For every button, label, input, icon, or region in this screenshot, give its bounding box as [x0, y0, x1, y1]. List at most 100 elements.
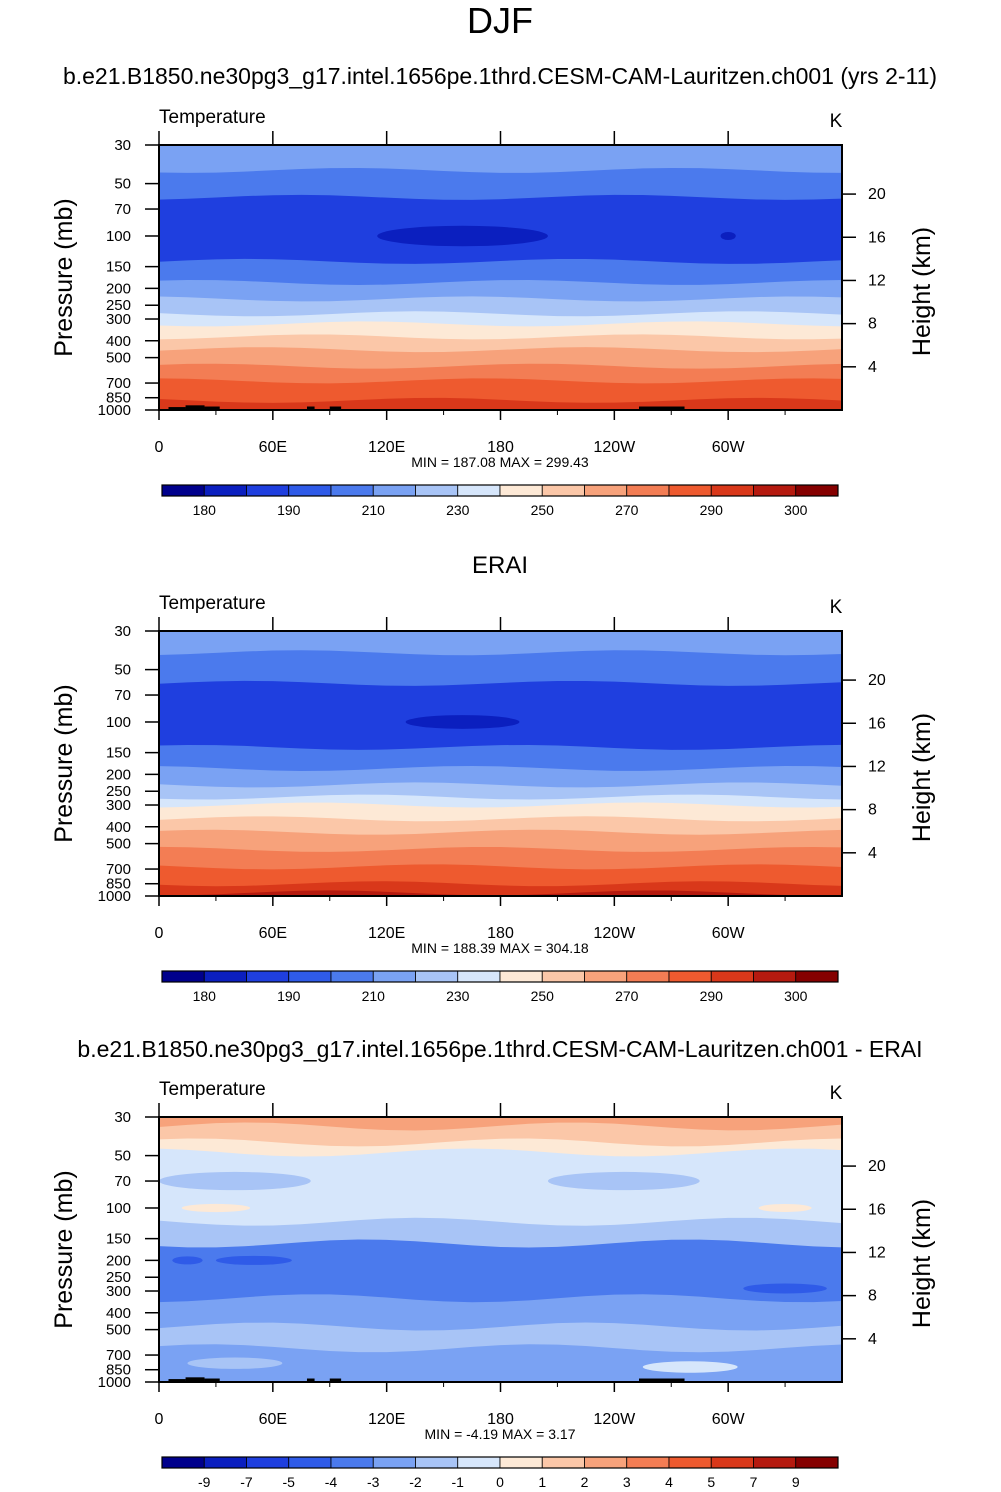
chart-panel-1: b.e21.B1850.ne30pg3_g17.intel.1656pe.1th… — [50, 63, 937, 518]
x-tick-label: 120E — [368, 439, 405, 456]
contour-band — [159, 1294, 842, 1332]
terrain-block — [329, 1378, 342, 1382]
y-tick-label: 30 — [114, 623, 131, 640]
left-label: Temperature — [159, 1079, 266, 1100]
colorbar-swatch — [499, 484, 543, 497]
contour-band — [159, 167, 842, 201]
y-tick-label: 500 — [106, 350, 131, 367]
colorbar-label: -3 — [367, 1474, 380, 1490]
x-tick-label: 0 — [155, 925, 164, 942]
contour-band — [159, 1148, 842, 1227]
colorbar-swatch — [753, 1456, 797, 1469]
terrain-block — [204, 406, 220, 410]
contour-blob — [172, 1256, 203, 1265]
contour-band — [159, 1344, 842, 1382]
colorbar-swatch — [668, 970, 712, 983]
contour-band — [159, 1122, 842, 1148]
y2-tick-label: 12 — [868, 272, 886, 289]
y2-tick-label: 16 — [868, 229, 886, 246]
contour-blob — [758, 1203, 812, 1212]
y2-tick-label: 20 — [868, 186, 886, 203]
y-tick-label: 400 — [106, 1305, 131, 1322]
colorbar-label: 300 — [784, 988, 808, 1004]
contour-band — [159, 680, 842, 751]
contour-band — [159, 816, 842, 836]
contour-band — [159, 1239, 842, 1304]
contour-blob — [181, 1203, 251, 1213]
x-tick-label: 180 — [487, 925, 514, 942]
y-tick-label: 500 — [106, 836, 131, 853]
y-tick-label: 850 — [106, 390, 131, 407]
units-label: K — [830, 1083, 843, 1104]
colorbar-swatch — [330, 970, 374, 983]
colorbar-swatch — [626, 1456, 670, 1469]
contour-blob — [405, 715, 520, 729]
contour-band — [159, 279, 842, 303]
y-tick-label: 50 — [114, 1148, 131, 1165]
colorbar-label: 300 — [784, 502, 808, 518]
y-tick-label: 700 — [106, 1347, 131, 1364]
colorbar-swatch — [415, 970, 459, 983]
colorbar-swatch — [372, 1456, 416, 1469]
y-tick-label: 50 — [114, 176, 131, 193]
terrain-block — [638, 1378, 685, 1382]
y-tick-label: 400 — [106, 333, 131, 350]
terrain-block — [306, 406, 315, 410]
y2-tick-label: 12 — [868, 758, 886, 775]
colorbar-label: -9 — [198, 1474, 211, 1490]
colorbar-label: 270 — [615, 988, 639, 1004]
terrain-block — [204, 1378, 220, 1382]
x-tick-label: 60W — [712, 1411, 746, 1428]
contour-blob — [642, 1361, 738, 1373]
y-tick-label: 200 — [106, 1252, 131, 1269]
colorbar-swatch — [499, 970, 543, 983]
terrain-block — [638, 406, 685, 410]
y-axis-label: Pressure (mb) — [50, 684, 78, 842]
y2-tick-label: 12 — [868, 1244, 886, 1261]
y-tick-label: 50 — [114, 662, 131, 679]
contour-band — [159, 1138, 842, 1158]
colorbar-label: 290 — [700, 502, 724, 518]
terrain-block — [185, 1377, 205, 1382]
colorbar-swatch — [415, 1456, 459, 1469]
colorbar-swatch — [584, 970, 628, 983]
contour-band — [159, 363, 842, 385]
y-tick-label: 200 — [106, 766, 131, 783]
contour-band — [159, 802, 842, 823]
colorbar-label: 0 — [496, 1474, 504, 1490]
contour-band — [159, 744, 842, 772]
colorbar-swatch — [795, 970, 839, 983]
colorbar-swatch — [415, 484, 459, 497]
colorbar-label: 180 — [193, 502, 217, 518]
colorbar-swatch — [246, 1456, 290, 1469]
colorbar-label: 180 — [193, 988, 217, 1004]
y-tick-label: 30 — [114, 137, 131, 154]
contour-band — [159, 890, 842, 896]
colorbar-label: 230 — [446, 502, 470, 518]
contour-blob — [215, 1255, 292, 1265]
colorbar-swatch — [372, 970, 416, 983]
colorbar-swatch — [795, 1456, 839, 1469]
x-tick-label: 120W — [593, 1411, 636, 1428]
contour-band — [159, 765, 842, 789]
colorbar-swatch — [795, 484, 839, 497]
min-max-text: MIN = -4.19 MAX = 3.17 — [425, 1426, 576, 1442]
colorbar-swatch — [161, 970, 205, 983]
y-tick-label: 850 — [106, 1362, 131, 1379]
y-tick-label: 70 — [114, 201, 131, 218]
min-max-text: MIN = 188.39 MAX = 304.18 — [411, 940, 589, 956]
colorbar-swatch — [541, 484, 585, 497]
panels: b.e21.B1850.ne30pg3_g17.intel.1656pe.1th… — [50, 63, 937, 1490]
y2-tick-label: 16 — [868, 715, 886, 732]
y-tick-label: 400 — [106, 819, 131, 836]
colorbar-label: -5 — [283, 1474, 296, 1490]
colorbar-frame — [161, 1456, 839, 1469]
y2-axis-label: Height (km) — [908, 227, 936, 356]
x-tick-label: 60E — [259, 925, 287, 942]
colorbar-swatch — [288, 970, 332, 983]
contour-blob — [720, 231, 736, 240]
colorbar-swatch — [626, 484, 670, 497]
colorbar-label: 4 — [665, 1474, 673, 1490]
colorbar-swatch — [584, 484, 628, 497]
colorbar-label: 9 — [792, 1474, 800, 1490]
